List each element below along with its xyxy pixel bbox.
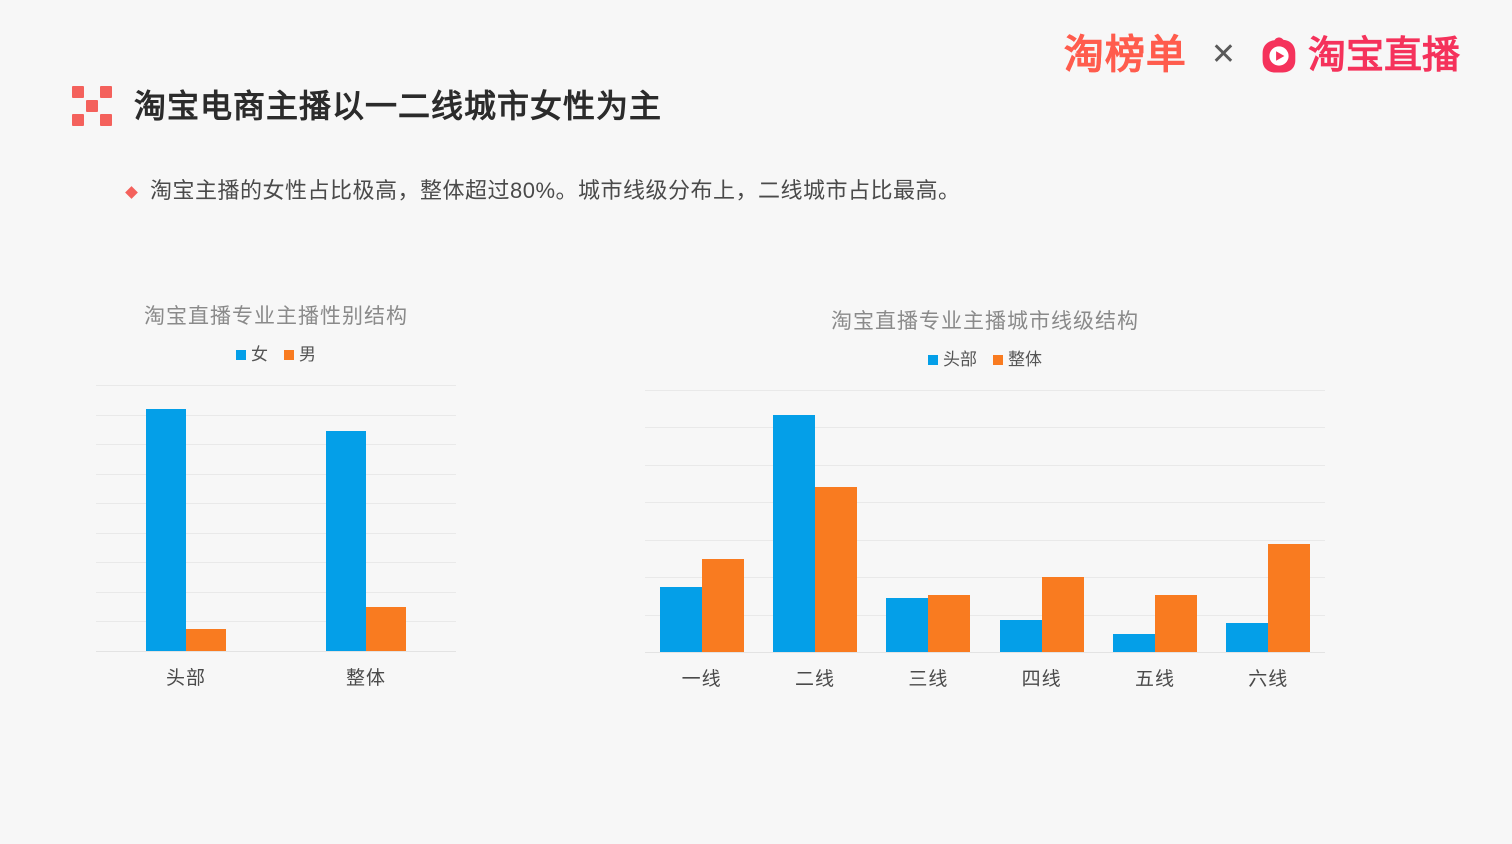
bar-group-五线 xyxy=(1098,390,1211,652)
xaxis-label-头部: 头部 xyxy=(165,668,206,689)
legend-label: 头部 xyxy=(943,350,977,369)
gridline xyxy=(645,652,1325,653)
bar-整体-女[interactable] xyxy=(326,430,366,651)
chart-city-plot xyxy=(645,390,1325,653)
gridline xyxy=(645,502,1325,504)
xaxis-label-整体: 整体 xyxy=(345,668,386,689)
gridline xyxy=(645,427,1325,429)
bar-group-三线 xyxy=(872,390,985,652)
gridline xyxy=(645,539,1325,541)
subtitle-row: 淘宝主播的女性占比极高，整体超过80%。城市线级分布上，二线城市占比最高。 xyxy=(125,176,961,207)
chart-city-bars xyxy=(645,390,1325,652)
xaxis-label-一线: 一线 xyxy=(681,669,722,690)
xaxis-label-五线: 五线 xyxy=(1134,669,1175,690)
bar-六线-头部[interactable] xyxy=(1226,623,1269,652)
bar-一线-头部[interactable] xyxy=(659,587,702,652)
taobao-live-logo-text: 淘宝直播 xyxy=(1307,33,1460,77)
gridline xyxy=(96,414,456,416)
bar-group-六线 xyxy=(1212,390,1325,652)
bar-group-四线 xyxy=(985,390,1098,652)
bar-group-整体 xyxy=(276,385,456,651)
bar-四线-头部[interactable] xyxy=(999,619,1042,652)
bar-二线-头部[interactable] xyxy=(772,415,815,652)
taobao-live-play-icon xyxy=(1258,34,1300,76)
legend-label: 男 xyxy=(299,345,316,364)
bar-二线-整体[interactable] xyxy=(814,486,857,652)
bar-头部-女[interactable] xyxy=(146,409,186,651)
xaxis-label-四线: 四线 xyxy=(1021,669,1062,690)
bar-五线-整体[interactable] xyxy=(1154,594,1197,652)
legend-item-头部[interactable]: 头部 xyxy=(928,351,977,368)
gridline xyxy=(96,621,456,623)
gridline xyxy=(96,503,456,505)
chart-gender-bars xyxy=(96,385,456,651)
bar-三线-整体[interactable] xyxy=(928,594,971,652)
gridline xyxy=(96,385,456,386)
bar-group-二线 xyxy=(758,390,871,652)
legend-item-女[interactable]: 女 xyxy=(236,346,268,363)
xaxis-label-六线: 六线 xyxy=(1248,669,1289,690)
chart-gender-gridlines xyxy=(96,385,456,652)
legend-swatch-icon xyxy=(993,354,1003,365)
chart-city-xaxis-labels: 一线 二线 三线 四线 五线 六线 xyxy=(645,664,1325,691)
bar-group-一线 xyxy=(645,390,758,652)
legend-swatch-icon xyxy=(236,349,246,360)
gridline xyxy=(645,614,1325,616)
bar-五线-头部[interactable] xyxy=(1112,634,1155,652)
page-title: 淘宝电商主播以一二线城市女性为主 xyxy=(134,87,663,124)
gridline xyxy=(96,562,456,564)
page-title-row: 淘宝电商主播以一二线城市女性为主 xyxy=(72,86,662,126)
legend-swatch-icon xyxy=(928,354,938,365)
gridline xyxy=(645,390,1325,391)
subtitle-text: 淘宝主播的女性占比极高，整体超过80%。城市线级分布上，二线城市占比最高。 xyxy=(150,178,961,203)
bar-group-头部 xyxy=(96,385,276,651)
bar-整体-男[interactable] xyxy=(366,607,406,651)
chart-city-legend: 头部 整体 xyxy=(645,351,1325,368)
xaxis-label-二线: 二线 xyxy=(794,669,835,690)
chart-gender-title: 淘宝直播专业主播性别结构 xyxy=(144,305,408,328)
quincunx-squares-icon xyxy=(72,86,112,126)
gridline xyxy=(96,591,456,593)
gridline xyxy=(645,464,1325,466)
chart-gender-plot xyxy=(96,385,456,652)
taobangdan-logo: 淘榜单 xyxy=(1063,32,1187,78)
gridline xyxy=(96,532,456,534)
chart-gender-xaxis-labels: 头部 整体 xyxy=(96,663,456,690)
diamond-bullet-icon xyxy=(125,186,138,199)
legend-item-整体[interactable]: 整体 xyxy=(993,351,1042,368)
bar-一线-整体[interactable] xyxy=(701,558,744,652)
gridline xyxy=(96,444,456,446)
chart-city-title: 淘宝直播专业主播城市线级结构 xyxy=(831,310,1139,333)
gridline xyxy=(96,473,456,475)
logo-separator-x-icon: ✕ xyxy=(1210,38,1236,71)
brand-logo-row: 淘榜单 ✕ 淘宝直播 xyxy=(1062,34,1460,76)
legend-swatch-icon xyxy=(284,349,294,360)
chart-gender-legend: 女男 xyxy=(96,346,456,363)
bar-头部-男[interactable] xyxy=(186,629,226,651)
chart-city-gridlines xyxy=(645,390,1325,653)
chart-gender-structure: 淘宝直播专业主播性别结构 女男 头部 整体 xyxy=(96,300,456,690)
legend-label: 整体 xyxy=(1008,350,1042,369)
chart-city-tier-structure: 淘宝直播专业主播城市线级结构 头部 整体 一线 二线 三线 四线 五线 六线 xyxy=(645,305,1325,691)
bar-三线-头部[interactable] xyxy=(886,598,929,652)
bar-四线-整体[interactable] xyxy=(1041,576,1084,652)
bar-六线-整体[interactable] xyxy=(1268,544,1311,652)
xaxis-label-三线: 三线 xyxy=(908,669,949,690)
legend-item-男[interactable]: 男 xyxy=(284,346,316,363)
legend-label: 女 xyxy=(251,345,268,364)
gridline xyxy=(645,577,1325,579)
taobao-live-logo: 淘宝直播 xyxy=(1258,34,1460,76)
gridline xyxy=(96,651,456,652)
